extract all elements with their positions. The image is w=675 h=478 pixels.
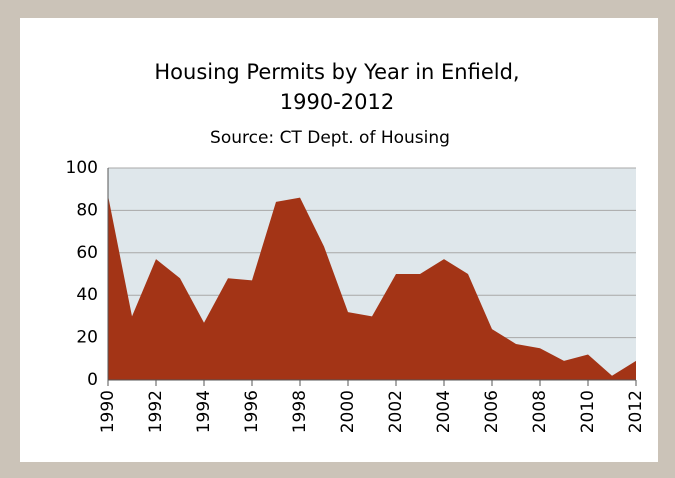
chart-subtitle: Source: CT Dept. of Housing	[210, 128, 450, 148]
y-tick-label: 40	[76, 285, 98, 305]
y-tick-label: 20	[76, 328, 98, 348]
x-tick-label: 1998	[290, 390, 310, 433]
y-tick-label: 80	[76, 200, 98, 220]
area	[108, 195, 636, 380]
x-tick-label: 2000	[338, 390, 358, 433]
x-tick-label: 2004	[434, 390, 454, 433]
x-tick-label: 1990	[98, 390, 118, 433]
x-tick-label: 1996	[242, 390, 262, 433]
chart-title: Housing Permits by Year in Enfield,	[154, 60, 519, 84]
x-tick-label: 1992	[146, 390, 166, 433]
y-tick-label: 100	[66, 158, 98, 178]
x-tick-label: 2008	[530, 390, 550, 433]
x-tick-label: 2002	[386, 390, 406, 433]
chart-title: 1990-2012	[280, 90, 394, 114]
x-tick-label: 2006	[482, 390, 502, 433]
y-tick-label: 60	[76, 243, 98, 263]
x-tick-label: 2012	[626, 390, 646, 433]
y-tick-label: 0	[87, 370, 98, 390]
x-tick-label: 2010	[578, 390, 598, 433]
x-tick-label: 1994	[194, 390, 214, 433]
